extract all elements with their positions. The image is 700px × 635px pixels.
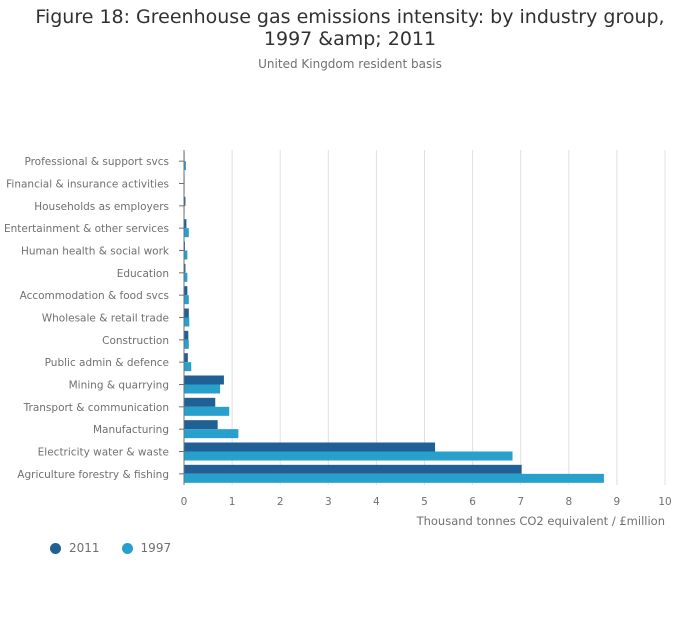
category-label: Agriculture forestry & fishing: [17, 469, 169, 481]
bar-2011[interactable]: [184, 308, 189, 318]
x-tick-label: 6: [469, 496, 476, 508]
bar-2011[interactable]: [184, 442, 436, 452]
category-label: Mining & quarrying: [69, 380, 169, 392]
bar-1997[interactable]: [184, 228, 189, 238]
bar-1997[interactable]: [184, 272, 188, 282]
x-tick-label: 9: [614, 496, 621, 508]
bar-1997[interactable]: [184, 161, 186, 171]
x-axis-title: Thousand tonnes CO2 equivalent / £millio…: [416, 514, 665, 528]
bar-1997[interactable]: [184, 473, 604, 483]
bar-1997[interactable]: [184, 339, 189, 349]
axes: 0 1 2 3 4 5 6 7 8 9 10 Professional & support svcs F…: [4, 150, 672, 508]
category-label: Manufacturing: [93, 424, 169, 436]
chart-title: Figure 18: Greenhouse gas emissions inte…: [35, 6, 665, 50]
category-label: Construction: [102, 335, 169, 347]
bar-2011[interactable]: [184, 353, 188, 363]
x-tick-label: 8: [565, 496, 572, 508]
x-tick-label: 1: [229, 496, 236, 508]
bar-1997[interactable]: [184, 317, 190, 327]
bar-1997[interactable]: [184, 250, 188, 260]
bar-2011[interactable]: [184, 263, 186, 273]
legend-item-2011[interactable]: 2011: [50, 541, 100, 555]
bar-2011[interactable]: [184, 219, 187, 229]
legend-swatch-2011: [50, 542, 61, 554]
bar-1997[interactable]: [184, 406, 230, 416]
x-tick-label: 0: [181, 496, 188, 508]
category-label: Professional & support svcs: [24, 156, 169, 168]
bar-1997[interactable]: [184, 384, 221, 394]
bar-2011[interactable]: [184, 420, 218, 430]
category-label: Financial & insurance activities: [6, 179, 169, 191]
bar-2011[interactable]: [184, 375, 224, 385]
x-tick-label: 10: [658, 496, 671, 508]
bar-1997[interactable]: [184, 429, 239, 439]
category-label: Wholesale & retail trade: [42, 313, 169, 325]
bar-2011[interactable]: [184, 464, 522, 474]
x-tick-label: 7: [517, 496, 524, 508]
grid-lines: [231, 150, 666, 485]
legend-label-1997: 1997: [140, 541, 172, 555]
legend-swatch-1997: [121, 542, 133, 554]
bar-2011[interactable]: [184, 286, 188, 296]
bar-2011[interactable]: [184, 330, 189, 340]
x-tick-label: 2: [277, 496, 284, 508]
bar-2011[interactable]: [184, 196, 186, 206]
bars: [184, 152, 604, 483]
category-label: Entertainment & other services: [4, 223, 169, 235]
legend-label-2011: 2011: [69, 541, 100, 555]
category-label: Education: [117, 268, 169, 280]
category-label: Households as employers: [34, 201, 169, 213]
category-label: Transport & communication: [23, 402, 169, 414]
legend-item-1997[interactable]: 1997: [121, 541, 172, 555]
chart-subtitle: United Kingdom resident basis: [258, 57, 442, 71]
category-label: Public admin & defence: [45, 357, 169, 369]
bar-1997[interactable]: [184, 362, 192, 372]
x-tick-label: 4: [373, 496, 380, 508]
category-label: Electricity water & waste: [38, 447, 169, 459]
x-tick-label: 5: [421, 496, 428, 508]
bar-chart: 0 1 2 3 4 5 6 7 8 9 10 Professional & support svcs F…: [4, 150, 672, 528]
legend: 2011 1997: [50, 541, 193, 555]
x-tick-label: 3: [325, 496, 332, 508]
category-label: Accommodation & food svcs: [20, 290, 169, 302]
bar-1997[interactable]: [184, 451, 513, 461]
category-label: Human health & social work: [21, 246, 170, 258]
bar-1997[interactable]: [184, 295, 189, 305]
bar-2011[interactable]: [184, 397, 216, 407]
